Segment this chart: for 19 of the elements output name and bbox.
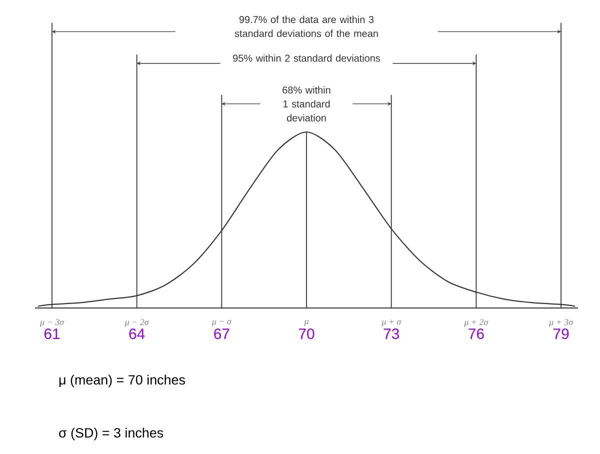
annotation: μ + 3σ: [549, 319, 574, 327]
annotation: μ + 2σ: [464, 319, 488, 327]
x-tick-label: 70: [298, 328, 314, 340]
x-tick-label: 79: [553, 328, 569, 340]
text: μ (mean) = 70 inches: [59, 374, 185, 388]
annotation: μ: [304, 320, 308, 326]
annotation: μ − 2σ: [124, 319, 150, 327]
annotation: μ − 3σ: [40, 319, 64, 327]
annotation: μ − σ: [212, 320, 232, 326]
x-tick-label: 61: [44, 328, 60, 340]
x-tick-label: 64: [129, 328, 145, 340]
annotation: μ + σ: [382, 320, 402, 326]
x-tick-label: 73: [384, 328, 399, 340]
x-tick-label: 76: [468, 328, 484, 340]
x-tick-label: 67: [214, 328, 230, 340]
text: 95% within 2 standard deviations: [233, 54, 380, 62]
text: 99.7% of the data are within 3 standard deviations of the mean: [234, 16, 378, 38]
text: 68% within 1 standard deviation: [282, 86, 330, 122]
text: σ (SD) = 3 inches: [59, 428, 164, 440]
